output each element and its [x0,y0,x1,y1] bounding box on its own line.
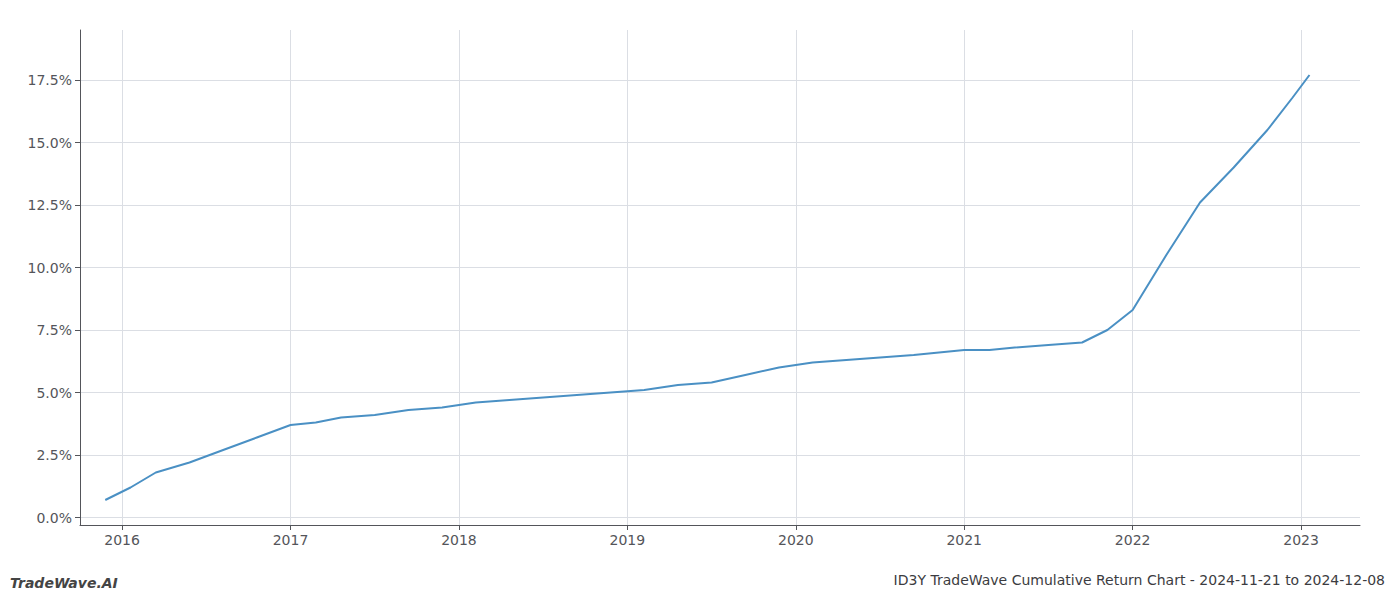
svg-text:2018: 2018 [441,532,477,548]
svg-text:15.0%: 15.0% [28,135,72,151]
svg-text:2023: 2023 [1283,532,1319,548]
svg-text:0.0%: 0.0% [36,510,72,526]
svg-text:7.5%: 7.5% [36,322,72,338]
svg-text:2017: 2017 [273,532,309,548]
svg-text:ID3Y TradeWave Cumulative Retu: ID3Y TradeWave Cumulative Return Chart -… [894,572,1385,588]
svg-text:12.5%: 12.5% [28,197,72,213]
svg-text:5.0%: 5.0% [36,385,72,401]
svg-text:2.5%: 2.5% [36,447,72,463]
svg-text:2019: 2019 [610,532,646,548]
svg-text:2016: 2016 [104,532,140,548]
svg-text:TradeWave.AI: TradeWave.AI [10,575,118,591]
svg-text:2022: 2022 [1115,532,1151,548]
svg-text:10.0%: 10.0% [28,260,72,276]
svg-text:2020: 2020 [778,532,814,548]
svg-text:17.5%: 17.5% [28,72,72,88]
svg-text:2021: 2021 [946,532,982,548]
